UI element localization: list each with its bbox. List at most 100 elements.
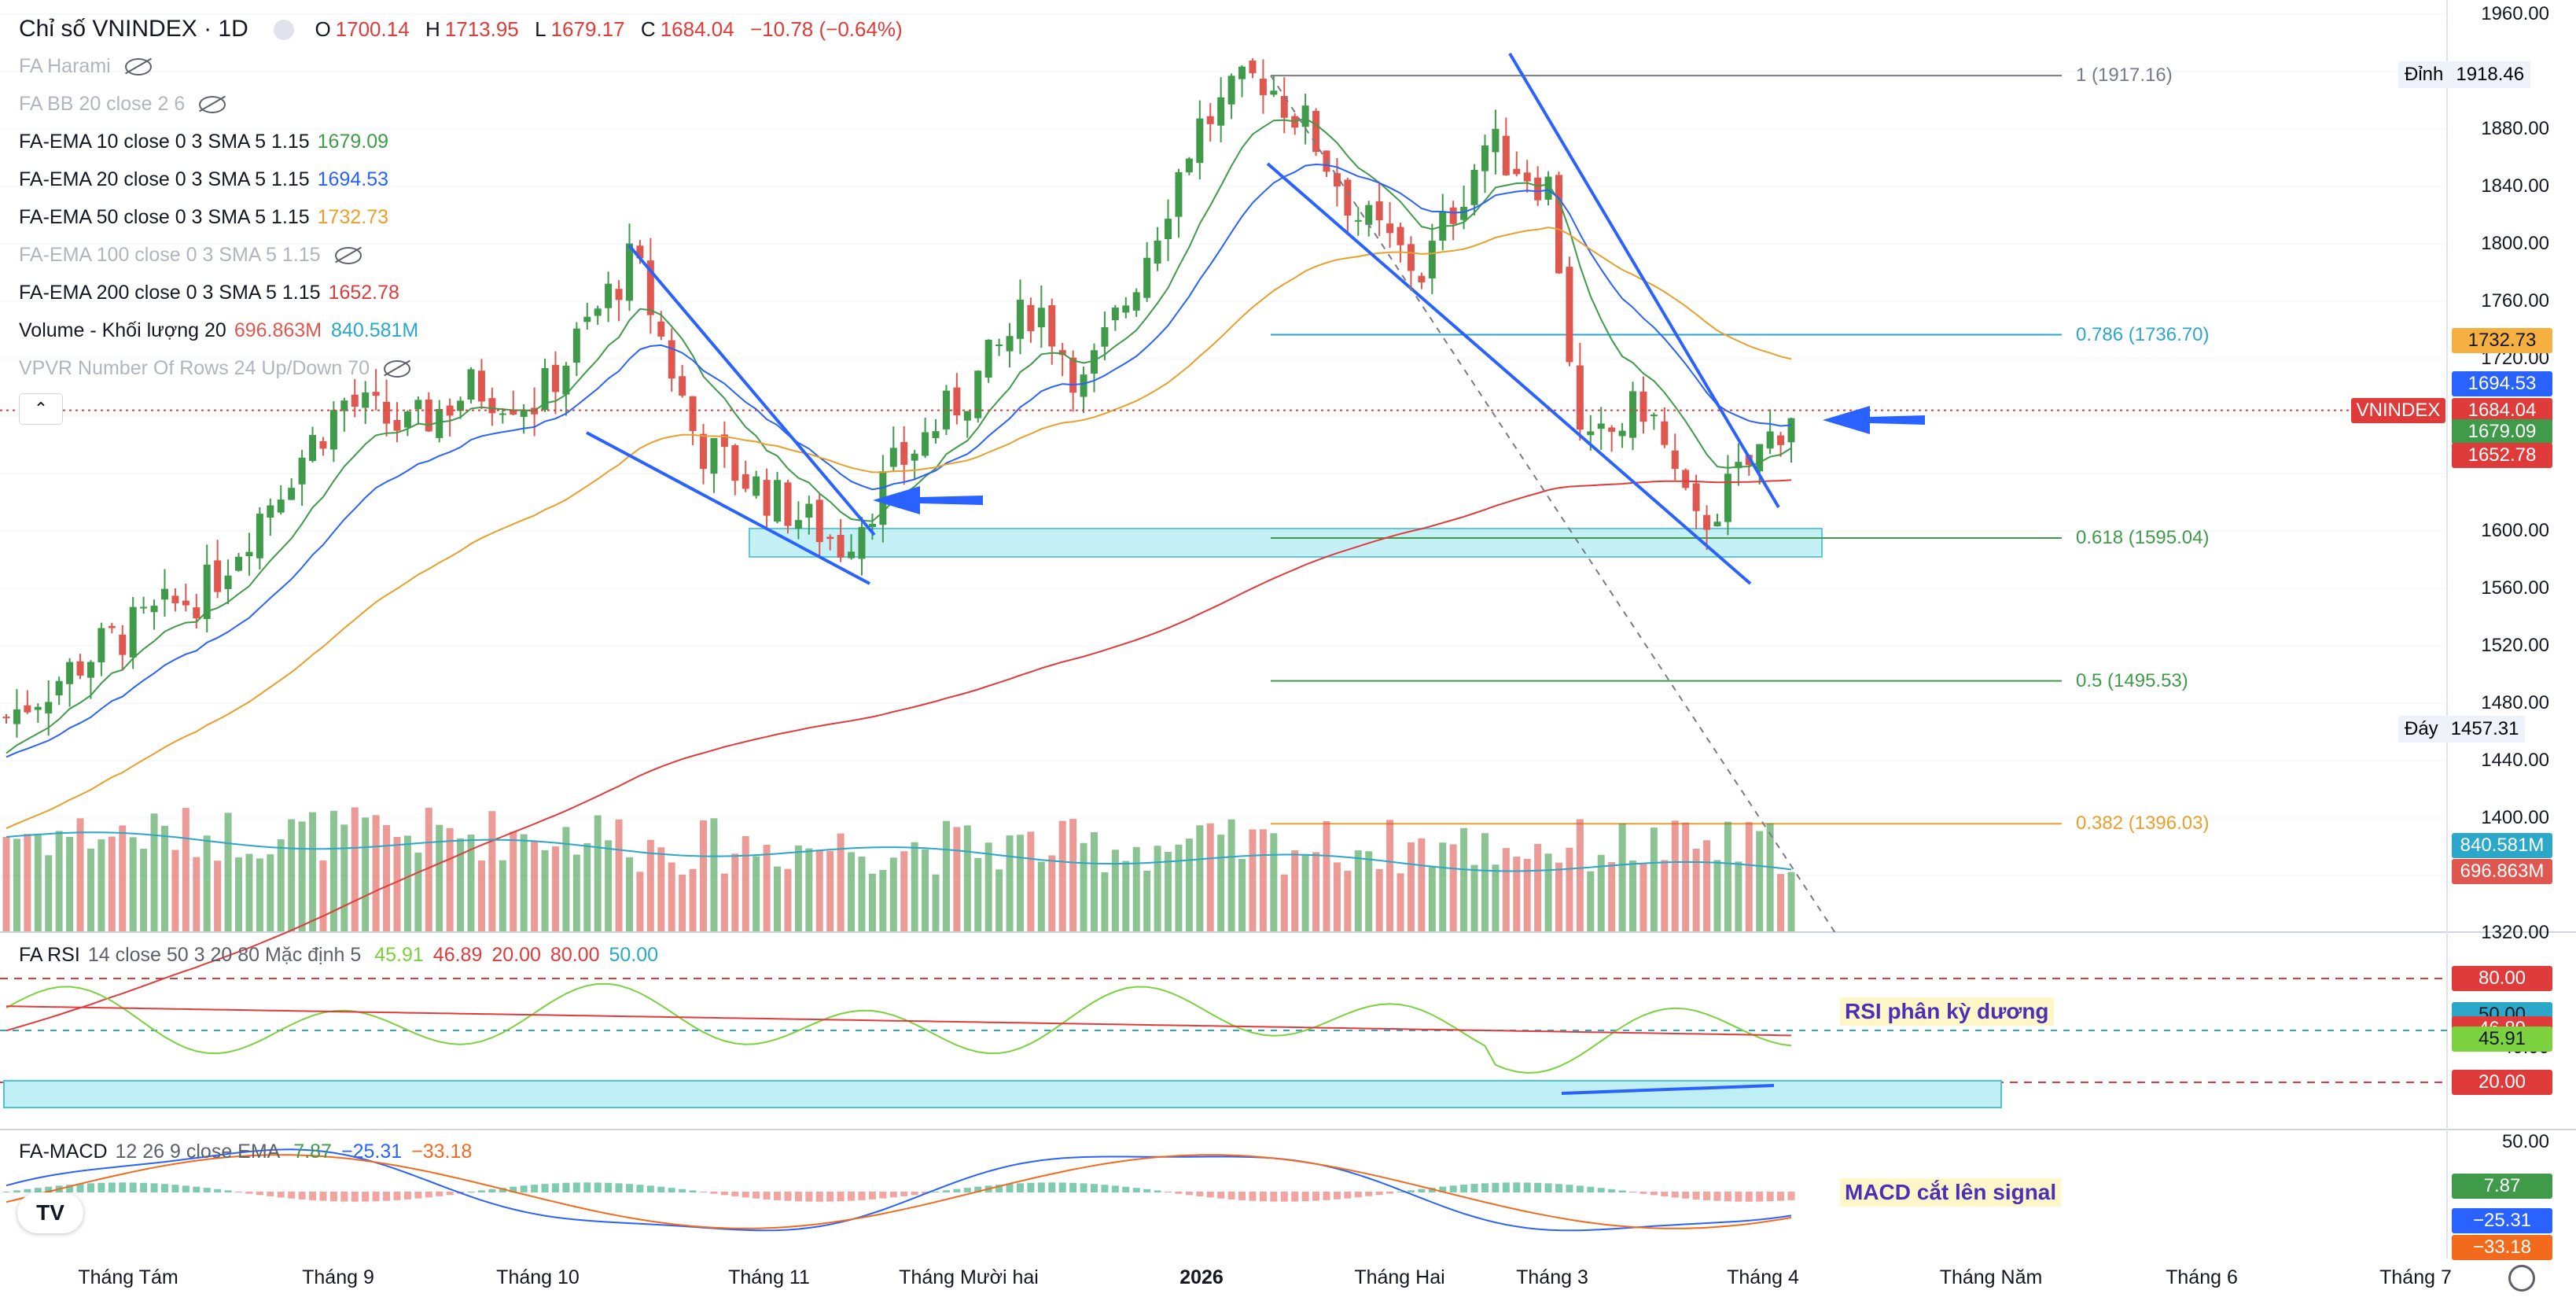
macd-histogram-bar — [562, 1182, 570, 1192]
collapse-legend-button[interactable]: ⌃ — [19, 393, 63, 425]
candle-body — [1692, 483, 1700, 511]
macd-histogram-bar — [1386, 1192, 1394, 1194]
candle-body — [1407, 244, 1415, 271]
volume-bar — [1175, 844, 1183, 931]
macd-histogram-bar — [942, 1190, 950, 1192]
volume-bar — [763, 844, 771, 931]
price-tick: 1600.00 — [2481, 520, 2549, 541]
macd-histogram-bar — [1185, 1192, 1193, 1196]
volume-bar — [1713, 860, 1721, 931]
candle-body — [1544, 176, 1552, 200]
volume-bar — [572, 854, 580, 931]
macd-histogram-bar — [193, 1186, 201, 1192]
macd-histogram-bar — [1682, 1192, 1690, 1199]
volume-bar — [784, 868, 792, 931]
macd-histogram-bar — [1735, 1192, 1742, 1202]
legend-row[interactable]: FA Harami — [19, 55, 152, 78]
volume-bar — [889, 857, 897, 931]
macd-histogram-bar — [1249, 1192, 1257, 1201]
candle-body — [1312, 111, 1320, 153]
legend-row[interactable]: VPVR Number Of Rows 24 Up/Down 70 — [19, 357, 411, 380]
trend-line — [627, 244, 876, 536]
macd-histogram-bar — [436, 1192, 443, 1196]
volume-bar — [826, 850, 834, 931]
macd-histogram-bar — [1523, 1182, 1531, 1192]
volume-bar — [1069, 819, 1077, 931]
macd-histogram-bar — [794, 1192, 802, 1202]
eye-hidden-icon[interactable] — [384, 360, 411, 378]
macd-histogram-bar — [679, 1189, 686, 1192]
macd-histogram-bar — [615, 1183, 623, 1192]
fib-trend-dashed — [1270, 75, 1836, 934]
legend-row[interactable]: FA-EMA 20 close 0 3 SMA 5 1.15 1694.53 — [19, 168, 398, 191]
volume-bar — [45, 855, 53, 931]
eye-hidden-icon[interactable] — [124, 58, 152, 76]
macd-histogram-bar — [499, 1188, 506, 1192]
tradingview-logo[interactable]: TV — [17, 1192, 83, 1233]
candle-body — [108, 625, 116, 628]
volume-bar — [551, 846, 559, 931]
volume-bar — [1280, 874, 1288, 931]
volume-bar — [911, 842, 918, 931]
candle-body — [1386, 223, 1394, 234]
macd-histogram-bar — [1566, 1185, 1573, 1192]
volume-bar — [636, 872, 644, 931]
eye-hidden-icon[interactable] — [334, 247, 362, 265]
volume-bar — [1249, 829, 1257, 931]
candle-body — [214, 560, 222, 592]
legend-value: 1732.73 — [317, 206, 389, 228]
fib-label: 0.5 (1495.53) — [2076, 669, 2188, 691]
volume-bar — [98, 839, 105, 931]
macd-histogram-bar — [267, 1192, 274, 1196]
time-tick: Tháng 10 — [496, 1266, 580, 1288]
macd-histogram-bar — [710, 1192, 718, 1194]
candle-body — [86, 662, 94, 678]
volume-bar — [1777, 874, 1785, 931]
candle-body — [731, 445, 739, 481]
time-tick: Tháng 3 — [1516, 1266, 1588, 1288]
volume-bar — [1323, 820, 1330, 931]
legend-row[interactable]: FA-EMA 50 close 0 3 SMA 5 1.15 1732.73 — [19, 206, 398, 229]
candle-body — [309, 435, 317, 462]
candle-body — [922, 432, 929, 456]
macd-histogram-bar — [605, 1182, 613, 1192]
macd-histogram-bar — [1513, 1182, 1521, 1192]
macd-histogram-bar — [1439, 1186, 1447, 1192]
legend-row[interactable]: Volume - Khối lượng 20 696.863M 840.581M — [19, 319, 428, 342]
candle-body — [1502, 135, 1510, 175]
macd-histogram-bar — [911, 1192, 918, 1196]
candle-body — [245, 551, 253, 557]
candle-body — [615, 289, 623, 300]
volume-bar — [848, 852, 856, 931]
candle-body — [2, 717, 10, 719]
volume-bar — [963, 825, 971, 931]
volume-bar — [1154, 846, 1161, 931]
time-settings-button[interactable] — [2508, 1265, 2535, 1292]
volume-bar — [1238, 858, 1246, 931]
macd-histogram-bar — [1132, 1188, 1140, 1192]
eye-hidden-icon[interactable] — [199, 96, 226, 114]
volume-bar — [477, 861, 485, 931]
volume-bar — [319, 860, 327, 931]
settings-dot-icon[interactable] — [274, 20, 295, 41]
legend-row[interactable]: FA-EMA 200 close 0 3 SMA 5 1.15 1652.78 — [19, 282, 409, 304]
legend-row[interactable]: FA-EMA 10 close 0 3 SMA 5 1.15 1679.09 — [19, 131, 398, 153]
volume-bar — [679, 874, 686, 931]
macd-histogram-bar — [1238, 1192, 1246, 1200]
macd-histogram-bar — [1037, 1182, 1045, 1192]
macd-histogram-bar — [995, 1185, 1003, 1192]
volume-bar — [1058, 820, 1066, 931]
candle-body — [826, 536, 834, 540]
candle-body — [1777, 435, 1785, 445]
legend-row[interactable]: FA-EMA 100 close 0 3 SMA 5 1.15 — [19, 244, 362, 267]
legend-name: FA-EMA 100 close 0 3 SMA 5 1.15 — [19, 244, 321, 266]
fib-label: 0.382 (1396.03) — [2076, 813, 2210, 835]
macd-histogram-bar — [900, 1192, 908, 1196]
legend-row[interactable]: FA BB 20 close 2 6 — [19, 93, 226, 116]
ema50-line — [6, 227, 1792, 830]
candle-body — [1016, 300, 1024, 339]
macd-signal-line — [6, 1154, 1792, 1229]
volume-bar — [1006, 835, 1014, 931]
candle-body — [13, 709, 20, 724]
